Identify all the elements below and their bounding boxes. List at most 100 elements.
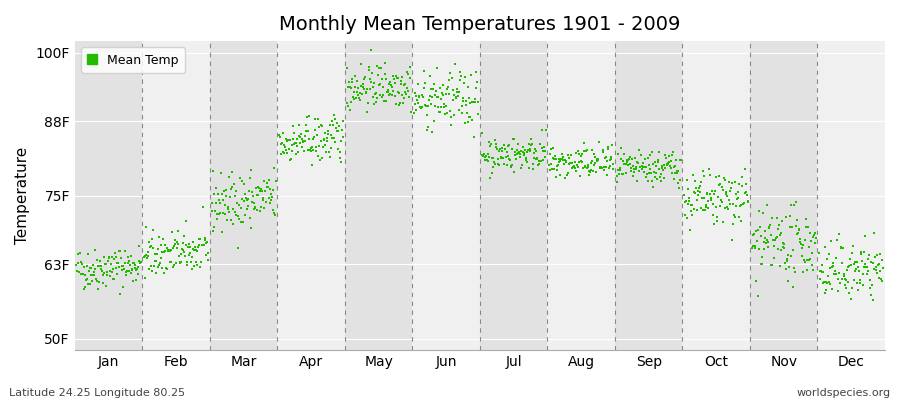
Point [762, 224, 777, 230]
Point [500, 143, 515, 150]
Point [130, 270, 145, 277]
Point [77, 286, 92, 292]
Point [789, 199, 804, 205]
Point [605, 142, 619, 148]
Point [152, 234, 166, 240]
Point [342, 84, 356, 90]
Point [645, 184, 660, 190]
Point [251, 192, 266, 198]
Point [220, 217, 234, 223]
Point [818, 244, 832, 250]
Point [298, 133, 312, 139]
Point [443, 70, 457, 76]
Point [254, 204, 268, 211]
Point [347, 84, 362, 90]
Point [553, 172, 567, 178]
Point [374, 76, 389, 82]
Point [219, 192, 233, 199]
Point [569, 168, 583, 174]
Point [81, 251, 95, 257]
Point [786, 246, 800, 253]
Point [354, 60, 368, 67]
Point [112, 264, 126, 270]
Point [322, 154, 337, 160]
Point [109, 264, 123, 271]
Point [412, 93, 427, 99]
Point [111, 270, 125, 277]
Point [629, 165, 643, 172]
Point [723, 188, 737, 194]
Point [531, 162, 545, 168]
Point [770, 246, 785, 252]
Point [814, 262, 829, 268]
Point [864, 292, 878, 298]
Point [411, 81, 426, 88]
Point [179, 242, 194, 248]
Point [72, 269, 86, 276]
Point [497, 141, 511, 148]
Point [583, 168, 598, 175]
Point [250, 184, 265, 190]
Point [220, 204, 235, 211]
Point [452, 89, 466, 96]
Point [205, 168, 220, 174]
Point [349, 78, 364, 84]
Point [831, 288, 845, 294]
Point [868, 264, 883, 270]
Point [475, 152, 490, 158]
Point [122, 258, 137, 264]
Point [388, 92, 402, 99]
Point [796, 242, 811, 248]
Point [633, 164, 647, 170]
Point [220, 206, 235, 213]
Point [713, 203, 727, 209]
Point [214, 170, 229, 176]
Point [352, 95, 366, 101]
Point [814, 269, 829, 275]
Point [795, 245, 809, 251]
Point [788, 264, 802, 271]
Point [301, 128, 315, 134]
Point [722, 179, 736, 186]
Point [612, 171, 626, 178]
Point [336, 118, 350, 124]
Point [428, 103, 443, 109]
Point [209, 200, 223, 206]
Point [706, 220, 721, 227]
Point [230, 245, 245, 251]
Point [107, 276, 122, 283]
Point [640, 155, 654, 161]
Point [228, 192, 242, 199]
Point [156, 236, 170, 242]
Point [712, 172, 726, 179]
Point [567, 158, 581, 165]
Point [143, 243, 157, 249]
Point [478, 157, 492, 164]
Point [274, 140, 289, 146]
Point [382, 81, 397, 88]
Point [755, 254, 770, 260]
Point [459, 102, 473, 108]
Point [426, 94, 440, 100]
Point [431, 103, 446, 110]
Point [694, 205, 708, 212]
Point [709, 174, 724, 180]
Point [180, 259, 194, 266]
Point [299, 127, 313, 134]
Point [703, 191, 717, 197]
Point [546, 155, 561, 161]
Point [244, 225, 258, 232]
Point [670, 180, 685, 186]
Point [832, 280, 847, 286]
Point [167, 241, 182, 248]
Point [382, 91, 397, 98]
Point [186, 263, 201, 269]
Point [396, 100, 410, 106]
Point [575, 151, 590, 157]
Point [561, 170, 575, 176]
Point [772, 263, 787, 269]
Point [272, 132, 286, 138]
Point [428, 92, 442, 98]
Point [308, 116, 322, 122]
Point [447, 112, 462, 118]
